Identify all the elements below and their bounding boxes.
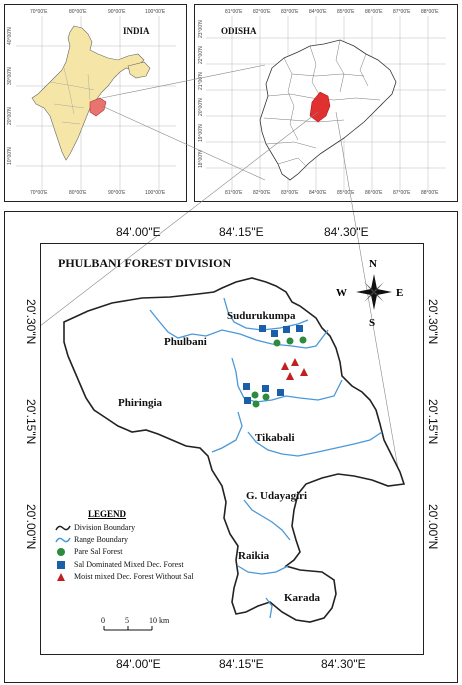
pare-sal-marker: [299, 336, 307, 344]
moist-mixed-marker: [281, 362, 289, 370]
top-lon-2: 84'.15"E: [219, 225, 264, 239]
scale-mid: 5: [125, 616, 129, 625]
range-line-2: [223, 297, 309, 331]
pare-sal-marker: [273, 339, 281, 347]
sal-mixed-marker: [262, 385, 269, 392]
range-line-3: [231, 357, 343, 403]
place-phulbani: Phulbani: [164, 336, 207, 348]
top-lon-1: 84'.00"E: [116, 225, 161, 239]
sal-mixed-marker: [271, 330, 278, 337]
compass-n: N: [369, 258, 377, 270]
range-line-6: [243, 499, 291, 541]
odisha-title: ODISHA: [221, 26, 257, 36]
india-map: [16, 16, 176, 190]
legend-label-division: Division Boundary: [74, 523, 136, 532]
sal-mixed-marker: [259, 325, 266, 332]
odisha-lon-tick-b2: 82°00'E: [253, 190, 271, 196]
place-sudurukumpa: Sudurukumpa: [227, 310, 296, 322]
india-lon-tick-1: 70°00'E: [30, 9, 48, 15]
pare-sal-marker: [252, 400, 260, 408]
compass-rose: [356, 274, 392, 310]
range-line-4: [211, 411, 243, 453]
odisha-lon-tick-2: 82°00'E: [253, 9, 271, 15]
range-line-7: [237, 565, 289, 575]
odisha-lon-tick-b4: 84°00'E: [309, 190, 327, 196]
legend-label-moist-mixed: Moist mixed Dec. Forest Without Sal: [74, 572, 194, 581]
moist-mixed-marker: [291, 358, 299, 366]
main-map-inner-frame: [40, 243, 424, 655]
bottom-lon-3: 84'.30"E: [321, 657, 366, 671]
odisha-highlight: [89, 97, 107, 117]
pare-sal-marker: [251, 391, 259, 399]
range-line-5: [247, 431, 383, 457]
compass-e: E: [396, 287, 404, 299]
legend-moist-mixed-symbol: [57, 573, 65, 581]
sal-mixed-marker: [283, 326, 290, 333]
odisha-lon-tick-1: 81°00'E: [225, 9, 243, 15]
odisha-lon-tick-7: 87°00'E: [393, 9, 411, 15]
pare-sal-marker: [286, 337, 294, 345]
place-phiringia: Phiringia: [118, 397, 163, 409]
bottom-lon-2: 84'.15"E: [219, 657, 264, 671]
odisha-lon-tick-4: 84°00'E: [309, 9, 327, 15]
scale-zero: 0: [101, 616, 105, 625]
india-lon-tick-b4: 100°00'E: [145, 190, 166, 196]
sal-mixed-marker: [243, 383, 250, 390]
sal-mixed-marker: [296, 325, 303, 332]
india-lon-tick-b2: 80°00'E: [69, 190, 87, 196]
scale-end: 10 km: [149, 616, 170, 625]
india-title: INDIA: [123, 26, 150, 36]
bottom-lon-1: 84'.00"E: [116, 657, 161, 671]
main-map-frame: [4, 211, 458, 683]
india-inset-panel: [4, 4, 187, 202]
legend-division-symbol: [55, 525, 71, 531]
odisha-map: [206, 16, 446, 190]
main-map-title: PHULBANI FOREST DIVISION: [58, 256, 232, 270]
odisha-lon-tick-5: 85°00'E: [337, 9, 355, 15]
odisha-lon-tick-b8: 88°00'E: [421, 190, 439, 196]
india-lon-tick-2: 80°00'E: [69, 9, 87, 15]
range-line-1: [149, 309, 329, 349]
odisha-lon-tick-3: 83°00'E: [281, 9, 299, 15]
scale-bar: [103, 626, 153, 631]
legend-sal-mixed-symbol: [57, 561, 65, 569]
odisha-lon-tick-6: 86°00'E: [365, 9, 383, 15]
legend-range-symbol: [55, 537, 71, 543]
legend-pare-sal-symbol: [57, 548, 65, 556]
legend-label-sal-mixed: Sal Dominated Mixed Dec. Forest: [74, 560, 184, 569]
india-lon-tick-4: 100°00'E: [145, 9, 166, 15]
sal-mixed-marker: [244, 397, 251, 404]
india-outline: [31, 25, 145, 161]
moist-mixed-marker: [300, 368, 308, 376]
legend-label-pare-sal: Pare Sal Forest: [74, 547, 123, 556]
division-boundary: [63, 277, 406, 623]
india-lon-tick-b3: 90°00'E: [108, 190, 126, 196]
pare-sal-marker: [262, 393, 270, 401]
compass-w: W: [336, 287, 347, 299]
place-karada: Karada: [284, 592, 321, 604]
odisha-lon-tick-8: 88°00'E: [421, 9, 439, 15]
top-lon-3: 84'.30"E: [324, 225, 369, 239]
india-lon-tick-b1: 70°00'E: [30, 190, 48, 196]
odisha-lon-tick-b5: 85°00'E: [337, 190, 355, 196]
odisha-lon-tick-b6: 86°00'E: [365, 190, 383, 196]
place-g-udayagiri: G. Udayagiri: [246, 490, 308, 502]
legend-label-range: Range Boundary: [74, 535, 128, 544]
sal-mixed-marker: [277, 389, 284, 396]
odisha-inset-panel: [194, 4, 458, 202]
odisha-lon-tick-b3: 83°00'E: [281, 190, 299, 196]
odisha-lon-tick-b1: 81°00'E: [225, 190, 243, 196]
moist-mixed-marker: [286, 372, 294, 380]
place-raikia: Raikia: [238, 550, 270, 562]
place-tikabali: Tikabali: [255, 432, 295, 444]
compass-s: S: [369, 317, 376, 329]
range-line-8: [265, 597, 273, 619]
india-lon-tick-3: 90°00'E: [108, 9, 126, 15]
legend-title: LEGEND: [88, 509, 127, 519]
odisha-lon-tick-b7: 87°00'E: [393, 190, 411, 196]
